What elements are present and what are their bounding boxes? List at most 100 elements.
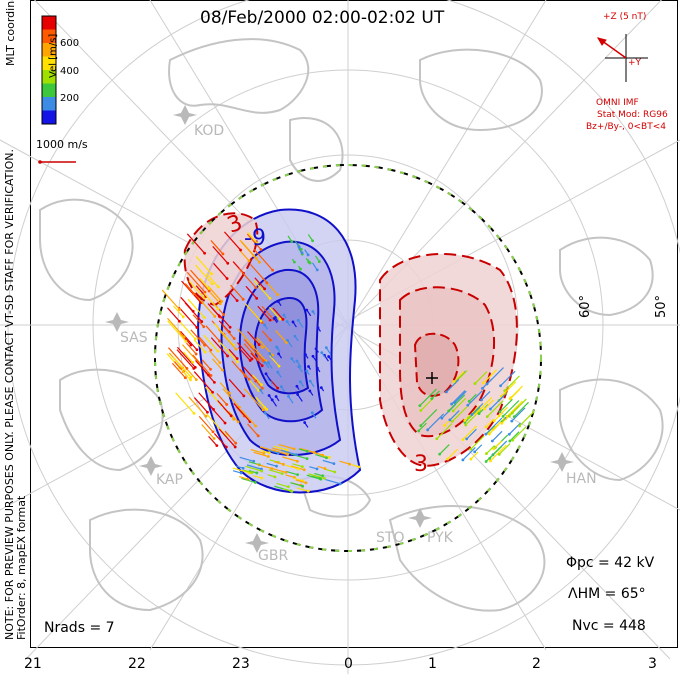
velocity-vector bbox=[439, 444, 450, 455]
colorbar-segment bbox=[42, 83, 56, 98]
velocity-vector bbox=[506, 400, 523, 417]
velocity-vector-origin bbox=[307, 365, 310, 368]
velocity-vector bbox=[482, 369, 498, 384]
velocity-vector-origin bbox=[260, 386, 264, 390]
velocity-vector bbox=[243, 343, 259, 360]
velocity-vector-origin bbox=[296, 393, 300, 396]
velocity-vector bbox=[247, 331, 260, 345]
velocity-vector bbox=[447, 448, 458, 460]
velocity-vector bbox=[508, 406, 519, 417]
velocity-vector-origin bbox=[510, 419, 514, 423]
velocity-vector-origin bbox=[206, 410, 209, 414]
velocity-vector-origin bbox=[260, 469, 264, 473]
velocity-vector-origin bbox=[333, 470, 337, 474]
velocity-vector-origin bbox=[278, 317, 282, 321]
colorbar-unit-label: Vel [m/s] bbox=[48, 33, 59, 78]
velocity-vector-origin bbox=[447, 409, 451, 413]
velocity-vector-origin bbox=[488, 459, 492, 463]
velocity-vector bbox=[186, 342, 197, 355]
velocity-vector-origin bbox=[450, 402, 454, 406]
velocity-vector-origin bbox=[310, 411, 314, 415]
velocity-vector bbox=[449, 410, 460, 421]
velocity-vector-origin bbox=[247, 259, 251, 263]
velocity-vector bbox=[236, 342, 253, 360]
velocity-vector bbox=[176, 349, 195, 369]
velocity-vector bbox=[161, 289, 180, 310]
velocity-vector bbox=[186, 233, 206, 254]
velocity-vector bbox=[213, 433, 227, 448]
velocity-vector-origin bbox=[202, 325, 206, 329]
velocity-vector bbox=[180, 330, 198, 351]
velocity-vector-origin bbox=[261, 359, 265, 362]
velocity-vector-origin bbox=[295, 359, 299, 363]
velocity-vector-origin bbox=[485, 452, 488, 456]
velocity-vector-origin bbox=[246, 477, 250, 481]
velocity-vector bbox=[195, 255, 213, 275]
velocity-vector-origin bbox=[484, 460, 488, 463]
colorbar-segment bbox=[42, 43, 56, 57]
velocity-vector-origin bbox=[299, 267, 302, 271]
velocity-vector-origin bbox=[258, 260, 262, 264]
velocity-vector bbox=[201, 424, 215, 439]
velocity-vector-origin bbox=[304, 353, 307, 356]
velocity-vector-origin bbox=[262, 451, 266, 455]
velocity-vector bbox=[420, 409, 438, 427]
velocity-vector-origin bbox=[212, 437, 216, 440]
velocity-vector-origin bbox=[236, 360, 239, 364]
velocity-vector-origin bbox=[296, 459, 299, 463]
velocity-vector bbox=[224, 430, 237, 444]
velocity-vector-origin bbox=[221, 252, 225, 256]
velocity-vector bbox=[198, 298, 216, 317]
velocity-vector bbox=[228, 291, 238, 302]
velocity-vector bbox=[222, 388, 240, 408]
velocity-vector-origin bbox=[324, 346, 328, 350]
velocity-vector-origin bbox=[191, 309, 195, 313]
stat-lambda-hm: ΛHM = 65° bbox=[568, 586, 646, 602]
velocity-vector-origin bbox=[218, 361, 222, 365]
velocity-vector bbox=[272, 449, 288, 456]
velocity-vector bbox=[231, 360, 246, 377]
station-marker-han bbox=[550, 452, 574, 472]
velocity-vector bbox=[274, 461, 284, 465]
velocity-vector bbox=[325, 478, 341, 485]
velocity-vector bbox=[190, 329, 206, 346]
velocity-vector bbox=[175, 392, 195, 414]
velocity-vector bbox=[261, 330, 271, 341]
velocity-vector-origin bbox=[250, 471, 254, 475]
velocity-vector-origin bbox=[192, 367, 196, 370]
velocity-vector bbox=[167, 320, 187, 342]
velocity-vector-origin bbox=[290, 357, 294, 361]
velocity-vector-origin bbox=[233, 445, 237, 449]
potential-max-marker bbox=[426, 372, 438, 384]
velocity-vector-origin bbox=[276, 451, 280, 455]
velocity-vector bbox=[212, 358, 223, 371]
velocity-vector-origin bbox=[321, 474, 325, 478]
velocity-vector bbox=[203, 334, 219, 352]
velocity-vector-origin bbox=[301, 465, 304, 469]
velocity-vector bbox=[233, 402, 251, 423]
velocity-vector bbox=[177, 346, 196, 368]
mlt-label: 2 bbox=[532, 656, 541, 672]
velocity-vector bbox=[293, 477, 304, 482]
velocity-vector-origin bbox=[268, 338, 272, 342]
velocity-vector-origin bbox=[223, 421, 227, 425]
velocity-vector-origin bbox=[357, 465, 361, 469]
velocity-vector bbox=[253, 451, 269, 458]
velocity-vector bbox=[228, 378, 245, 397]
velocity-vector bbox=[474, 371, 488, 385]
velocity-vector bbox=[198, 392, 214, 410]
velocity-vector-origin bbox=[338, 482, 342, 486]
velocity-vector-origin bbox=[507, 432, 511, 436]
preview-note: NOTE: FOR PREVIEW PURPOSES ONLY. PLEASE … bbox=[3, 60, 28, 640]
velocity-vector bbox=[237, 328, 254, 348]
velocity-vector bbox=[436, 423, 453, 440]
velocity-vector-origin bbox=[209, 374, 213, 377]
velocity-vector-origin bbox=[287, 394, 290, 398]
velocity-vector bbox=[188, 280, 205, 299]
velocity-vector bbox=[278, 443, 295, 450]
velocity-vector bbox=[322, 459, 335, 465]
velocity-vector bbox=[446, 379, 460, 393]
velocity-vector-origin bbox=[216, 285, 220, 289]
velocity-vector-origin bbox=[290, 489, 294, 493]
